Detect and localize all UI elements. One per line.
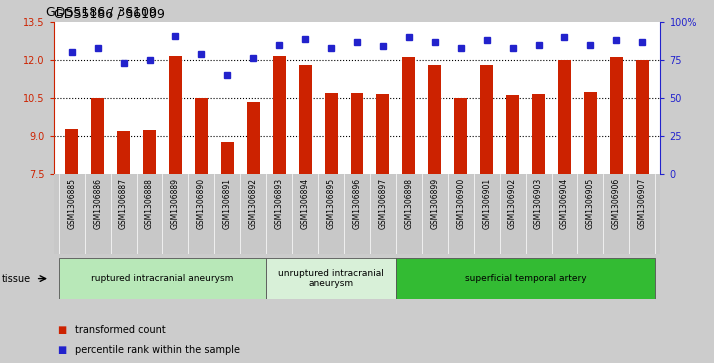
Bar — [532, 94, 545, 174]
Text: GSM1306887: GSM1306887 — [119, 178, 128, 229]
Text: GSM1306890: GSM1306890 — [197, 178, 206, 229]
Bar — [481, 65, 493, 174]
Bar — [610, 57, 623, 174]
Bar — [91, 98, 104, 174]
Text: GSM1306902: GSM1306902 — [508, 178, 517, 229]
Text: percentile rank within the sample: percentile rank within the sample — [75, 345, 240, 355]
Bar — [117, 131, 130, 174]
Bar — [428, 65, 441, 174]
Bar — [59, 258, 266, 299]
Text: GSM1306888: GSM1306888 — [145, 178, 154, 229]
Text: tissue: tissue — [1, 274, 31, 284]
Bar — [169, 56, 182, 174]
Bar — [506, 95, 519, 174]
Text: GSM1306886: GSM1306886 — [93, 178, 102, 229]
Text: GSM1306893: GSM1306893 — [275, 178, 283, 229]
Bar — [325, 93, 338, 174]
Text: GSM1306885: GSM1306885 — [67, 178, 76, 229]
Bar — [454, 98, 467, 174]
Text: GSM1306900: GSM1306900 — [456, 178, 466, 229]
Text: GSM1306903: GSM1306903 — [534, 178, 543, 229]
Text: GSM1306901: GSM1306901 — [482, 178, 491, 229]
Text: ■: ■ — [57, 325, 66, 335]
Bar — [403, 57, 416, 174]
Text: ruptured intracranial aneurysm: ruptured intracranial aneurysm — [91, 274, 233, 283]
Text: GSM1306898: GSM1306898 — [404, 178, 413, 229]
Bar — [221, 142, 233, 174]
Bar — [351, 93, 363, 174]
Bar — [247, 102, 260, 174]
Bar — [635, 60, 649, 174]
Bar — [558, 60, 571, 174]
Text: GSM1306904: GSM1306904 — [560, 178, 569, 229]
Text: GDS5186 / 36109: GDS5186 / 36109 — [54, 8, 164, 21]
Text: GSM1306891: GSM1306891 — [223, 178, 232, 229]
Text: GSM1306896: GSM1306896 — [353, 178, 361, 229]
Text: ■: ■ — [57, 345, 66, 355]
Text: superficial temporal artery: superficial temporal artery — [465, 274, 586, 283]
Bar — [266, 258, 396, 299]
Text: GSM1306905: GSM1306905 — [586, 178, 595, 229]
Bar — [65, 129, 79, 174]
Bar — [376, 94, 389, 174]
Text: GDS5186 / 36109: GDS5186 / 36109 — [46, 5, 157, 18]
Text: GSM1306897: GSM1306897 — [378, 178, 388, 229]
Text: GSM1306906: GSM1306906 — [612, 178, 621, 229]
Text: GSM1306895: GSM1306895 — [326, 178, 336, 229]
Bar — [298, 65, 311, 174]
Bar — [273, 56, 286, 174]
Text: transformed count: transformed count — [75, 325, 166, 335]
Bar — [584, 92, 597, 174]
Text: GSM1306899: GSM1306899 — [431, 178, 439, 229]
Bar — [195, 98, 208, 174]
Text: unruptured intracranial
aneurysm: unruptured intracranial aneurysm — [278, 269, 384, 288]
Text: GSM1306892: GSM1306892 — [248, 178, 258, 229]
Bar — [396, 258, 655, 299]
Text: GSM1306907: GSM1306907 — [638, 178, 647, 229]
Text: GSM1306894: GSM1306894 — [301, 178, 310, 229]
Text: GSM1306889: GSM1306889 — [171, 178, 180, 229]
Bar — [143, 130, 156, 174]
